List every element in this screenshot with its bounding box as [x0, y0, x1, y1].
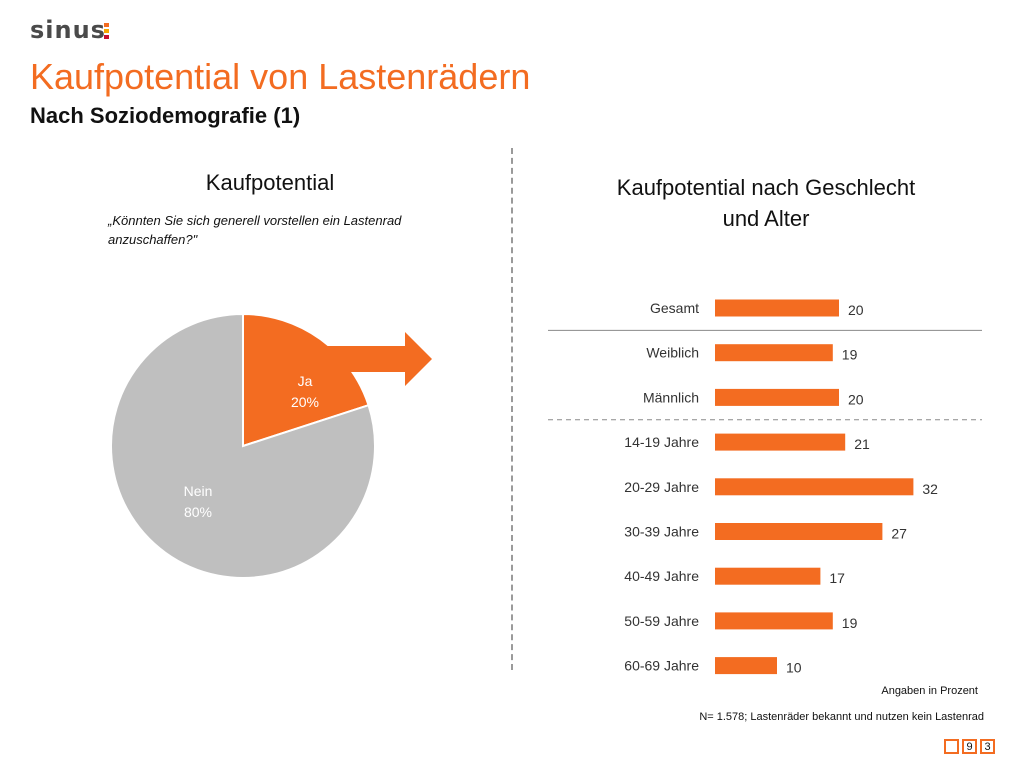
bar: [715, 567, 821, 585]
bar: [715, 478, 914, 496]
page-number: 9 3: [944, 739, 995, 754]
highlight-arrow-icon: [325, 332, 432, 386]
page-digit: [944, 739, 959, 754]
bar-chart-title-line1: Kaufpotential nach Geschlecht: [616, 175, 916, 200]
page-digit: 9: [962, 739, 977, 754]
page-digit: 3: [980, 739, 995, 754]
bar-value-label: 32: [922, 481, 938, 497]
sample-note: N= 1.578; Lastenräder bekannt und nutzen…: [699, 711, 984, 723]
bar-category-label: Männlich: [643, 389, 699, 405]
bar-value-label: 17: [829, 570, 845, 586]
bar: [715, 523, 883, 540]
pie-value-label: 20%: [291, 394, 319, 410]
bar-category-label: 60-69 Jahre: [624, 658, 699, 674]
bar-chart-title: Kaufpotential nach Geschlecht und Alter: [560, 172, 972, 234]
bar: [715, 344, 833, 362]
bar-category-label: 20-29 Jahre: [624, 479, 699, 495]
bar-chart: Gesamt 20 Weiblich 19 Männlich 20 14-19 Jahre 2…: [548, 299, 982, 676]
bar-value-label: 20: [848, 302, 864, 318]
bar-category-label: 50-59 Jahre: [624, 613, 699, 629]
page-title: Kaufpotential von Lastenrädern: [30, 56, 531, 97]
bar-value-label: 27: [891, 526, 907, 542]
bar-value-label: 20: [848, 391, 864, 407]
pie-chart-title: Kaufpotential: [205, 170, 335, 195]
bar-value-label: 10: [786, 660, 802, 676]
logo-mark-icon: [104, 23, 109, 39]
bar: [715, 299, 839, 317]
pie-chart: Ja 20% Nein 80%: [110, 312, 432, 579]
bar-category-label: Weiblich: [646, 345, 699, 361]
bar-category-label: 30-39 Jahre: [624, 524, 699, 540]
bar-value-label: 21: [854, 436, 870, 452]
bar: [715, 433, 846, 451]
sinus-logo: sinus: [30, 16, 106, 44]
bar-chart-title-line2: und Alter: [722, 206, 810, 231]
pie-label: Nein: [184, 483, 213, 499]
bar-category-label: 40-49 Jahre: [624, 568, 699, 584]
page-subtitle: Nach Soziodemografie (1): [30, 103, 301, 128]
bar: [715, 612, 833, 630]
bar-category-label: Gesamt: [650, 300, 699, 316]
pie-slice-ja: [242, 312, 370, 448]
bar-category-label: 14-19 Jahre: [624, 434, 699, 450]
survey-question: „Könnten Sie sich generell vorstellen ei…: [108, 213, 402, 247]
unit-note: Angaben in Prozent: [881, 685, 978, 697]
bar: [715, 388, 839, 406]
bar-value-label: 19: [842, 347, 858, 363]
pie-value-label: 80%: [184, 504, 212, 520]
bar: [715, 657, 777, 675]
bar-value-label: 19: [842, 615, 858, 631]
panel-divider: [511, 148, 513, 670]
pie-label: Ja: [298, 373, 313, 389]
pie-slice-nein: [110, 312, 376, 579]
